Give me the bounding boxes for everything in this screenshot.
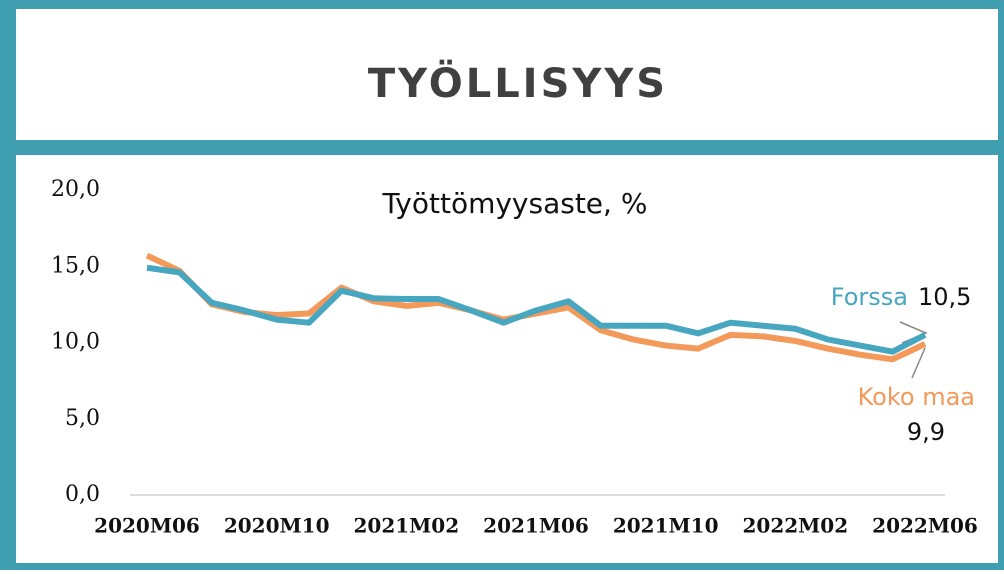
x-tick-label: 2020M10 [224, 514, 330, 538]
frame-top [0, 0, 1004, 9]
value-label: 9,9 [907, 418, 945, 446]
y-tick-label: 0,0 [65, 482, 100, 507]
value-label: 10,5 [918, 283, 971, 311]
frame-left [0, 0, 16, 570]
x-tick-label: 2021M06 [483, 514, 589, 538]
frame-bottom [0, 563, 1004, 570]
series-line [146, 264, 927, 355]
y-tick-label: 10,0 [51, 330, 100, 355]
chart-title: Työttömyysaste, % [382, 187, 648, 220]
x-tick-label: 2022M02 [743, 514, 849, 538]
x-tick-label: 2022M06 [872, 514, 978, 538]
x-tick-label: 2020M06 [94, 514, 200, 538]
header-title: TYÖLLISYYS [368, 59, 668, 107]
y-tick-label: 20,0 [51, 177, 100, 202]
header-divider [0, 140, 1004, 155]
frame-right [998, 0, 1004, 570]
x-tick-label: 2021M02 [354, 514, 460, 538]
y-tick-label: 5,0 [65, 406, 100, 431]
legend-label: Forssa [831, 283, 908, 311]
legend-label: Koko maa [858, 383, 975, 411]
y-tick-label: 15,0 [51, 253, 100, 278]
arrow [911, 347, 926, 379]
x-tick-label: 2021M10 [613, 514, 719, 538]
